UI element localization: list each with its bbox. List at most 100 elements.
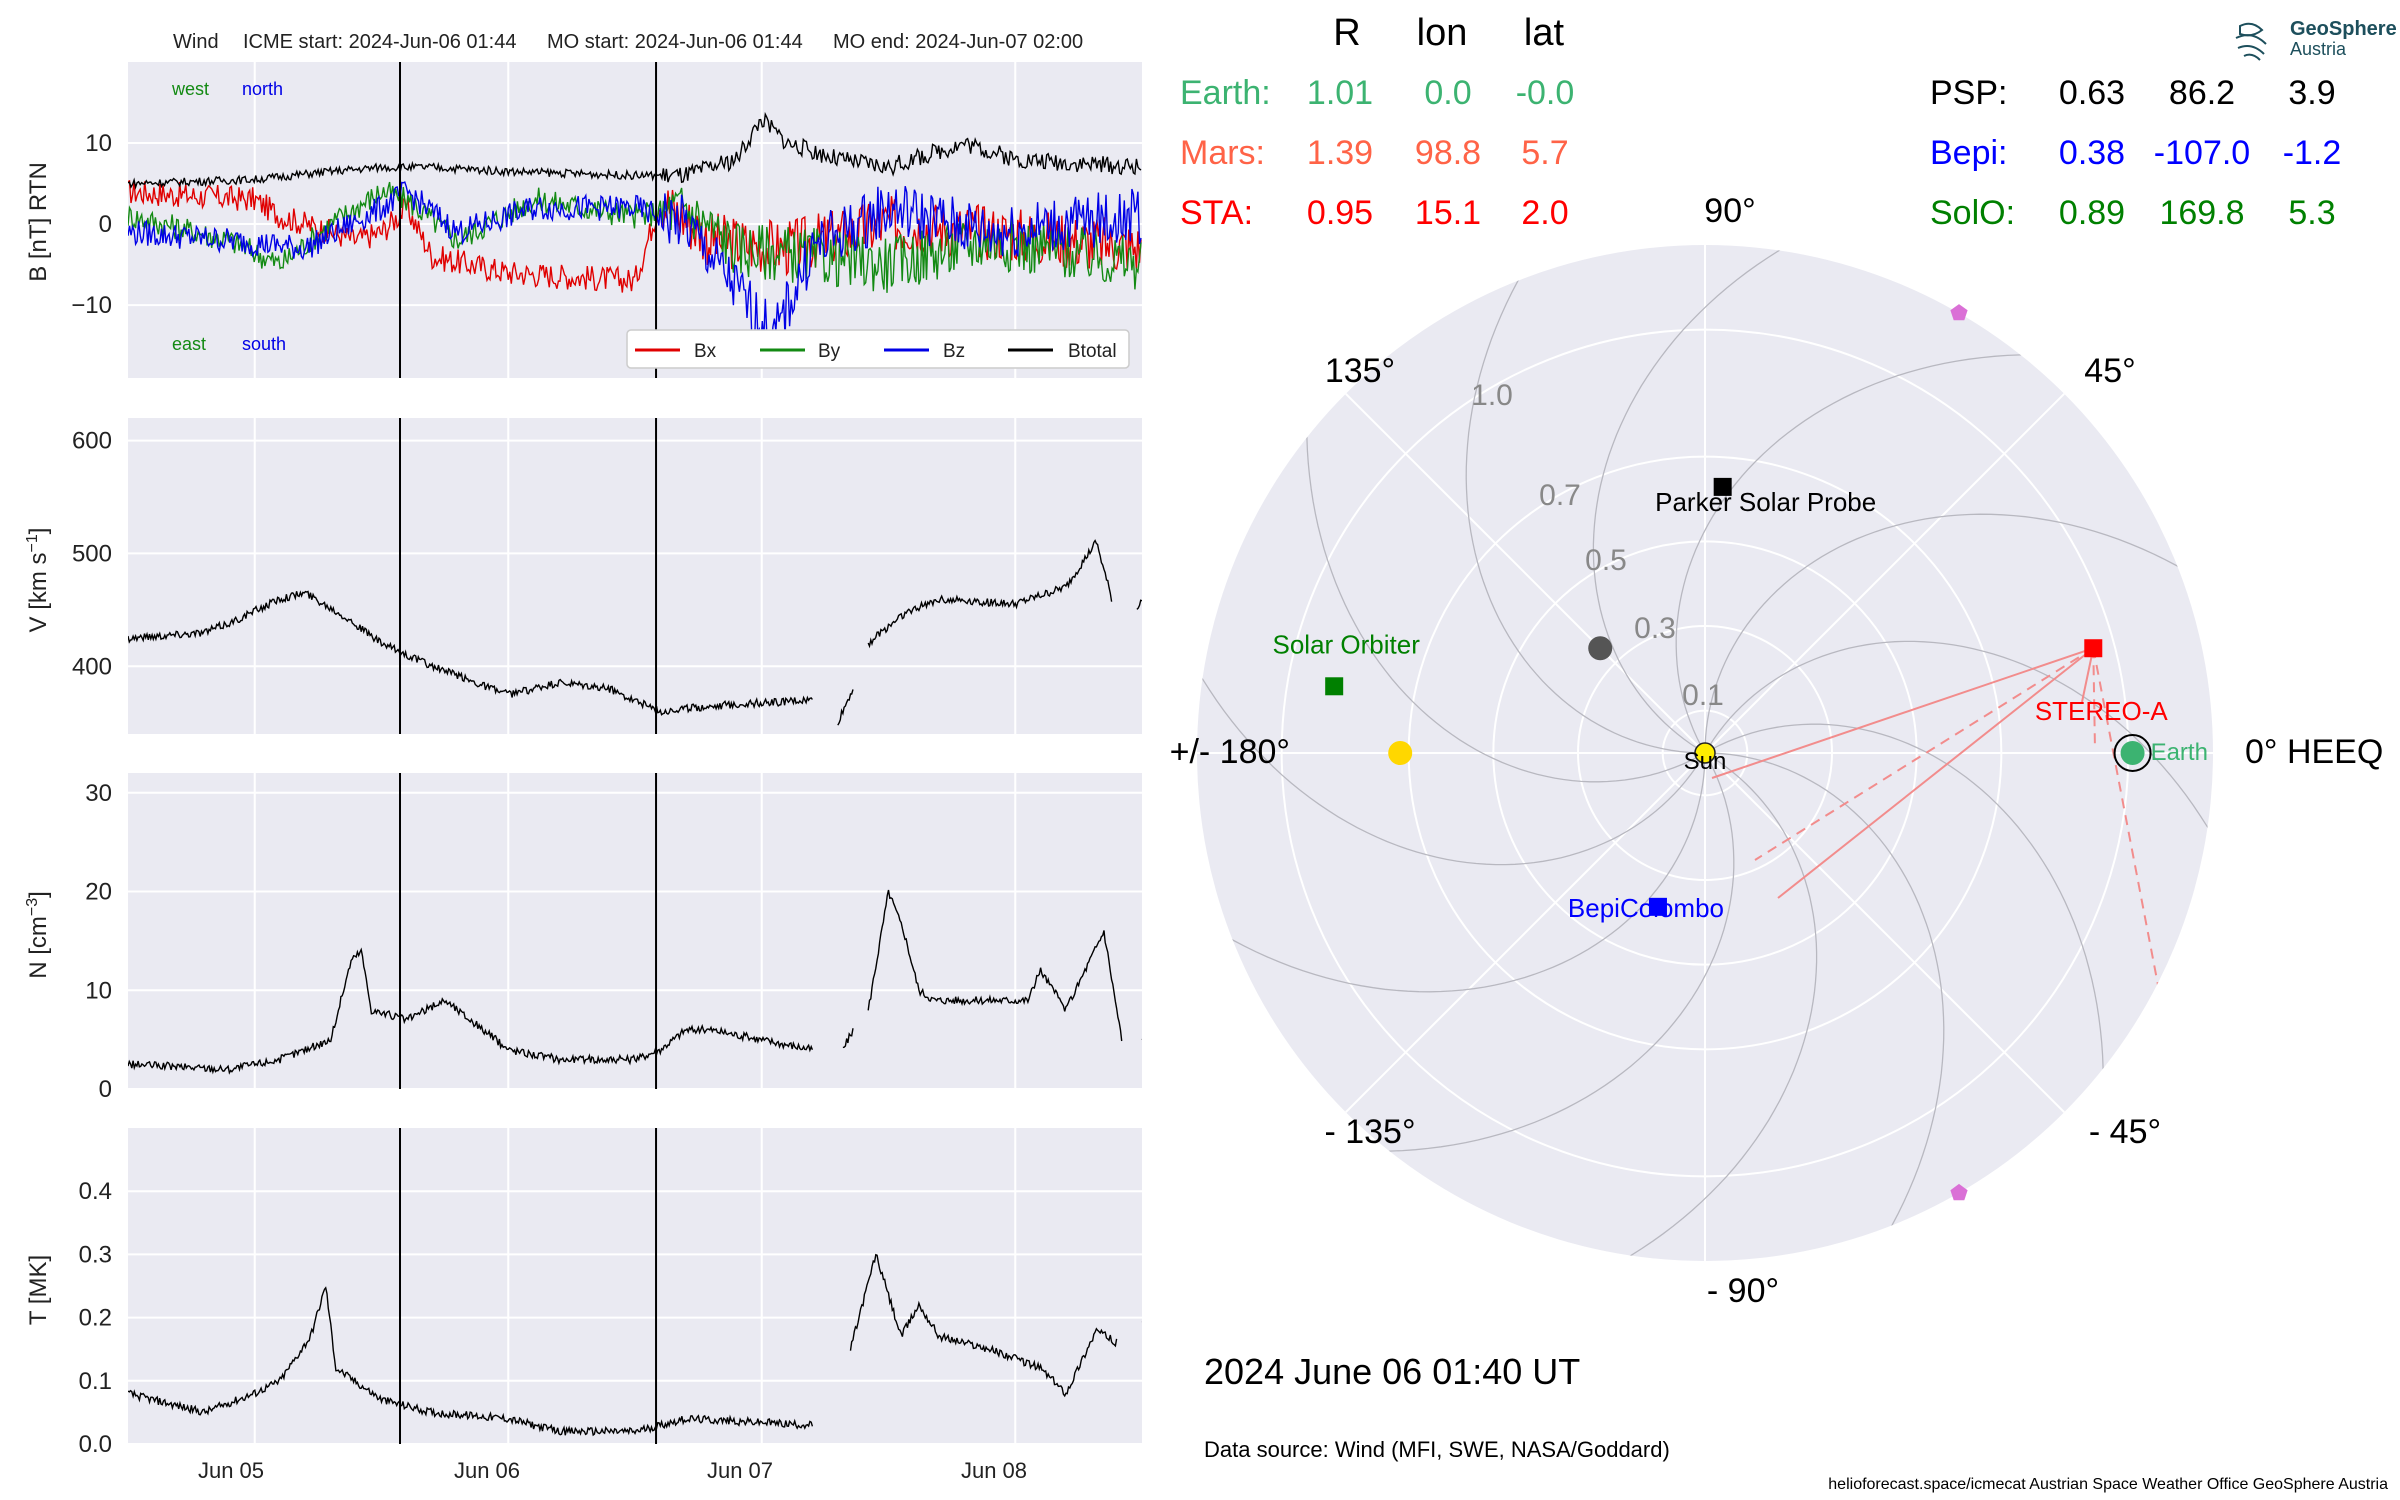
legend-bz: Bz: [943, 341, 965, 362]
geosphere-logo: GeoSphere Austria: [2235, 18, 2397, 61]
n-y-tick-label: 20: [85, 879, 112, 906]
timeseries-panels: 10 0 −10 600 500 400 30 20 10 0 0.4 0.3 0.2 0.1 0.0: [71, 62, 1142, 1458]
legend-btotal: Btotal: [1068, 341, 1117, 362]
v-y-tick-label: 400: [72, 653, 112, 680]
b-data: [128, 111, 1142, 355]
fov-line: [1777, 647, 2094, 899]
angle-label: 135°: [1325, 352, 1395, 390]
coord-cell: Bepi:: [1930, 134, 2008, 172]
label-north: north: [242, 79, 283, 99]
coord-cell: 0.63: [2059, 74, 2125, 112]
angle-label: - 45°: [2089, 1113, 2161, 1151]
legend-by: By: [818, 341, 841, 362]
coord-header-r: R: [1333, 12, 1360, 54]
body-label: Parker Solar Probe: [1655, 487, 1876, 517]
b-y-tick-label: 0: [99, 211, 112, 238]
polar-bodies: Sun Earth STEREO-A Parker Solar Probe BepiCo…: [1272, 304, 2208, 1201]
b-legend: Bx By Bz Btotal: [626, 329, 1130, 369]
body-marker: [1388, 741, 1413, 765]
t-y-tick-label: 0.0: [79, 1431, 112, 1458]
logo-name: GeoSphere: [2290, 18, 2397, 40]
body-marker: [1950, 1183, 1968, 1201]
v-panel: 600 500 400: [72, 418, 1142, 734]
angle-label: 90°: [1704, 192, 1755, 230]
parker-spiral-line: [1306, 342, 1698, 783]
parker-spiral-line: [1465, 245, 1697, 754]
series-by-line: [128, 181, 1142, 293]
header-icme-start: ICME start: 2024-Jun-06 01:44: [243, 31, 516, 53]
coord-header-lat: lat: [1524, 12, 1565, 54]
body-label: BepiColombo: [1568, 893, 1724, 923]
b-ylabel: B [nT] RTN: [25, 162, 52, 282]
polar-spoke: [1345, 752, 1706, 1113]
coord-cell: STA:: [1180, 194, 1253, 232]
body-marker: [1694, 742, 1716, 764]
footer-source: Data source: Wind (MFI, SWE, NASA/Goddar…: [1204, 1437, 1670, 1462]
v-ylabel: V [km s−1]: [24, 528, 52, 633]
x-tick-label: Jun 07: [707, 1458, 773, 1483]
x-tick-label: Jun 05: [198, 1458, 264, 1483]
n-panel-background: [128, 773, 1142, 1089]
coord-cell: 1.01: [1307, 74, 1373, 112]
r-tick-label: 0.7: [1539, 479, 1581, 512]
coord-cell: 15.1: [1415, 194, 1481, 232]
t-y-tick-label: 0.2: [79, 1305, 112, 1332]
coord-cell: 86.2: [2169, 74, 2235, 112]
coord-cell: 0.38: [2059, 134, 2125, 172]
coord-cell: SolO:: [1930, 194, 2015, 232]
t-data: [128, 1253, 1142, 1437]
v-data-segment: [837, 689, 854, 726]
coord-cell: -107.0: [2154, 134, 2250, 172]
fov-line: [1754, 647, 2094, 861]
coord-cell: 2.0: [1521, 194, 1568, 232]
n-data: [128, 889, 1142, 1075]
parker-spiral-line: [1704, 513, 2213, 745]
header-spacecraft: Wind: [173, 31, 219, 53]
header-mo-end: MO end: 2024-Jun-07 02:00: [833, 31, 1083, 53]
coord-cell: Earth:: [1180, 74, 1271, 112]
parker-spiral-line: [1675, 354, 2116, 746]
x-tick-label: Jun 06: [454, 1458, 520, 1483]
header-mo-start: MO start: 2024-Jun-06 01:44: [547, 31, 803, 53]
coord-cell: 169.8: [2159, 194, 2244, 232]
r-tick-label: 0.1: [1682, 679, 1724, 712]
n-data-segment: [128, 947, 814, 1075]
angle-label: 0° HEEQ: [2245, 733, 2383, 771]
parker-spiral-line: [1197, 761, 1706, 993]
coord-cell: 0.95: [1307, 194, 1373, 232]
body-marker: [1713, 477, 1732, 496]
series-bz-line: [128, 181, 1142, 355]
t-panel: 0.4 0.3 0.2 0.1 0.0: [79, 1128, 1142, 1458]
v-y-tick-label: 500: [72, 540, 112, 567]
body-label: Sun: [1684, 748, 1727, 775]
t-data-segment: [128, 1286, 814, 1437]
stereo-fov-lines: [1711, 647, 2159, 986]
parker-spiral-line: [1592, 245, 1866, 750]
body-marker: [2084, 639, 2103, 658]
b-y-tick-label: 10: [85, 130, 112, 157]
parker-spirals: [1197, 245, 2213, 1261]
body-marker: [1588, 636, 1613, 661]
parker-spiral-line: [1544, 756, 1818, 1261]
logo-mark-icon: [2235, 22, 2267, 61]
parker-spiral-line: [1712, 723, 2104, 1164]
coord-cell: -0.0: [1516, 74, 1575, 112]
r-tick-label: 1.0: [1471, 379, 1513, 412]
label-west: west: [171, 79, 209, 99]
t-ylabel: T [MK]: [25, 1255, 52, 1325]
t-panel-background: [128, 1128, 1142, 1444]
b-y-tick-label: −10: [71, 292, 112, 319]
legend-bx: Bx: [694, 341, 717, 362]
coord-header-lon: lon: [1417, 12, 1468, 54]
t-y-tick-label: 0.4: [79, 1178, 112, 1205]
coord-cell: 5.7: [1521, 134, 1568, 172]
b-panel: 10 0 −10: [71, 62, 1142, 378]
v-data-segment: [128, 590, 813, 716]
t-y-tick-label: 0.1: [79, 1368, 112, 1395]
coord-cell: 5.3: [2288, 194, 2335, 232]
angle-label: - 90°: [1707, 1272, 1779, 1310]
label-south: south: [242, 334, 286, 354]
v-data-segment: [867, 539, 1113, 649]
n-data-segment: [842, 1028, 854, 1049]
